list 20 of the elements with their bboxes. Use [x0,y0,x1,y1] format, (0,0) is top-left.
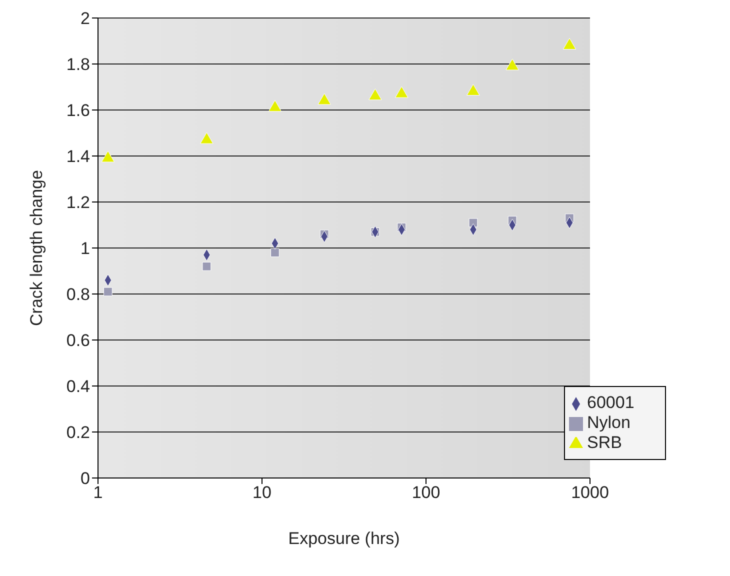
y-tick-label: 1.8 [66,55,90,74]
x-tick-label: 1 [93,483,103,502]
y-axis-title: Crack length change [27,170,46,326]
y-tick-label: 1 [80,239,90,258]
legend-label: 60001 [587,393,634,412]
y-tick-label: 2 [80,9,90,28]
y-tick-label: 0.8 [66,285,90,304]
y-tick-label: 1.2 [66,193,90,212]
y-tick-label: 1.6 [66,101,90,120]
y-tick-label: 1.4 [66,147,90,166]
y-tick-label: 0.2 [66,423,90,442]
y-tick-label: 0.6 [66,331,90,350]
y-tick-label: 0 [80,469,90,488]
x-axis-title: Exposure (hrs) [288,529,400,548]
x-tick-label: 100 [412,483,440,502]
legend-label: Nylon [587,413,630,432]
y-tick-label: 0.4 [66,377,90,396]
x-tick-label: 1000 [571,483,609,502]
x-tick-label: 10 [252,483,272,502]
legend-label: SRB [587,433,622,452]
